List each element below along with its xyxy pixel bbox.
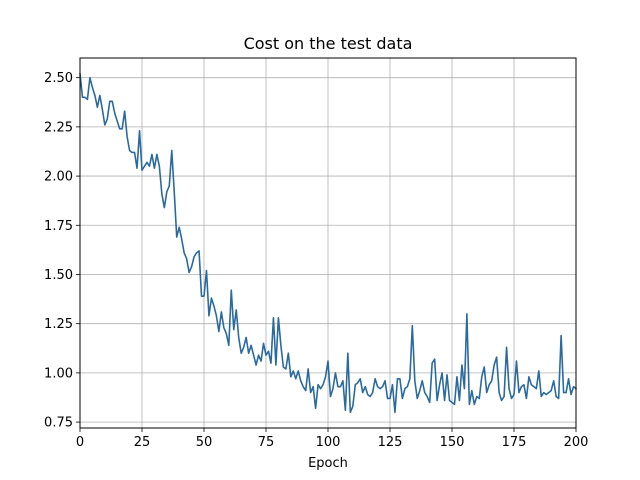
x-tick-label: 100 — [316, 435, 341, 450]
y-tick-label: 0.75 — [44, 416, 73, 431]
x-tick-label: 175 — [502, 435, 527, 450]
x-axis: 0 25 50 75 100 125 150 175 200 — [76, 428, 589, 450]
x-tick-label: 200 — [564, 435, 589, 450]
y-tick-label: 2.25 — [44, 120, 73, 135]
y-tick-label: 2.00 — [44, 170, 73, 185]
series-group — [79, 72, 577, 414]
y-axis: 0.75 1.00 1.25 1.50 1.75 2.00 2.25 2.50 — [44, 71, 80, 431]
x-axis-label: Epoch — [308, 456, 348, 471]
chart-title: Cost on the test data — [244, 34, 413, 53]
y-tick-label: 1.00 — [44, 366, 73, 381]
x-tick-label: 125 — [378, 435, 403, 450]
y-tick-label: 1.50 — [44, 268, 73, 283]
y-tick-label: 1.75 — [44, 219, 73, 234]
y-tick-label: 2.50 — [44, 71, 73, 86]
y-tick-label: 1.25 — [44, 317, 73, 332]
x-tick-label: 25 — [134, 435, 151, 450]
x-tick-label: 0 — [76, 435, 84, 450]
x-tick-label: 75 — [258, 435, 275, 450]
series-line — [79, 72, 577, 414]
x-tick-label: 50 — [196, 435, 213, 450]
x-tick-label: 150 — [440, 435, 465, 450]
grid — [79, 58, 577, 428]
